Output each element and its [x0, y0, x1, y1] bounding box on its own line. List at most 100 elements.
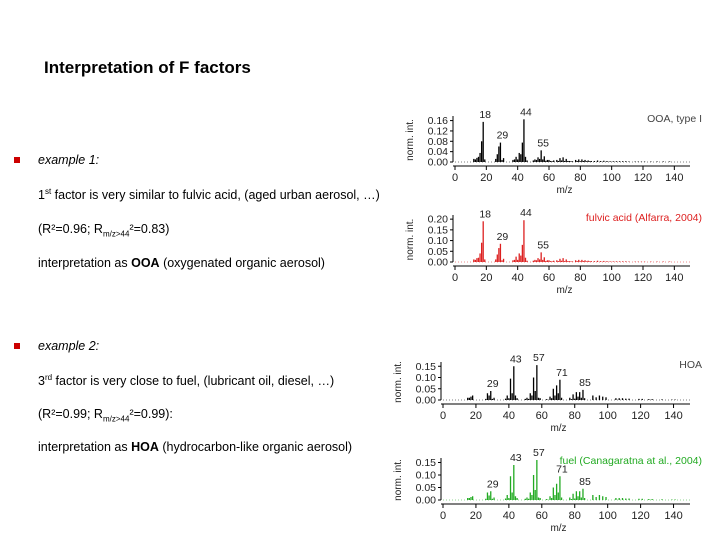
example2-label: example 2:	[38, 339, 100, 353]
example2-r-end: ²=0.99):	[129, 407, 173, 421]
chart2-x-tick-label: 80	[569, 410, 581, 422]
chart0-peak-label: 18	[479, 109, 491, 121]
chart2-y-tick-label: 0.15	[416, 361, 437, 373]
chart1-peak-label: 44	[520, 207, 532, 219]
chart1-y-tick-label: 0.20	[428, 214, 449, 226]
example2-r-line: (R²=0.99; Rm/z>44²=0.99):	[38, 407, 173, 424]
chart3-y-tick-label: 0.15	[416, 457, 437, 469]
chart0-x-tick-label: 120	[634, 172, 652, 184]
example2-interp-line: interpretation as HOA (hydrocarbon-like …	[38, 440, 352, 454]
example1-r-sub: m/z>44	[102, 229, 130, 239]
chart0-x-tick-label: 80	[574, 172, 586, 184]
example1-interp-post: (oxygenated organic aerosol)	[159, 256, 325, 270]
chart3-peak-label: 85	[579, 476, 591, 488]
chart1-x-tick-label: 20	[480, 272, 492, 284]
example2-factor-line: 3rd factor is very close to fuel, (lubri…	[38, 373, 334, 388]
example2-factor-num: 3	[38, 374, 45, 389]
example2-factor-sup: rd	[44, 373, 53, 382]
example1-label: example 1:	[38, 153, 100, 167]
chart0-y-tick-label: 0.00	[428, 157, 449, 169]
example1-interp-bold: OOA	[131, 256, 160, 270]
chart2-peak-label: 43	[510, 353, 522, 365]
chart3-y-tick-label: 0.00	[416, 495, 437, 507]
example2-r-sub: m/z>44	[102, 414, 130, 424]
chart2-y-axis-label: norm. int.	[393, 361, 404, 403]
chart3-y-tick-label: 0.10	[416, 470, 437, 482]
chart2-x-tick-label: 40	[503, 410, 515, 422]
example1-factor-line: 1st factor is very similar to fulvic aci…	[38, 187, 380, 202]
example2-factor-text: factor is very close to fuel, (lubricant…	[52, 374, 335, 389]
chart2-x-tick-label: 0	[440, 410, 446, 422]
chart0-y-axis-label: norm. int.	[405, 119, 416, 161]
chart1-peak-label: 55	[537, 239, 549, 251]
chart1-legend: fulvic acid (Alfarra, 2004)	[586, 212, 702, 224]
example1-factor-num: 1	[38, 188, 45, 203]
chart2-x-tick-label: 20	[470, 410, 482, 422]
chart0-peak-label: 55	[537, 137, 549, 149]
chart0-peak-label: 44	[520, 106, 532, 118]
chart1-x-tick-label: 140	[665, 272, 683, 284]
chart0-legend: OOA, type I	[647, 113, 702, 125]
chart3-x-tick-label: 60	[536, 510, 548, 522]
chart0-y-tick-label: 0.12	[428, 125, 449, 137]
chart1-y-axis-label: norm. int.	[405, 219, 416, 261]
example1-interp-pre: interpretation as	[38, 256, 132, 270]
example2-r-text: (R²=0.99; R	[38, 407, 103, 421]
chart2-legend: HOA	[679, 359, 702, 371]
chart2-y-tick-label: 0.10	[416, 372, 437, 384]
chart1-y-tick-label: 0.05	[428, 246, 449, 258]
chart3-x-tick-label: 0	[440, 510, 446, 522]
chart1-x-tick-label: 100	[602, 272, 620, 284]
example2-interp-pre: interpretation as	[38, 440, 132, 454]
chart3-x-tick-label: 100	[598, 510, 616, 522]
chart2-peak-label: 85	[579, 377, 591, 389]
chart1-x-tick-label: 120	[634, 272, 652, 284]
chart3-y-tick-label: 0.05	[416, 482, 437, 494]
chart3-x-axis-label: m/z	[550, 523, 566, 534]
chart0-peak-label: 29	[497, 130, 509, 142]
example1-r-line: (R²=0.96; Rm/z>44²=0.83)	[38, 222, 169, 239]
chart2-x-tick-label: 120	[631, 410, 649, 422]
chart3-peak-label: 71	[556, 463, 568, 475]
example1-r-text: (R²=0.96; R	[38, 222, 103, 236]
chart0-x-axis-label: m/z	[556, 185, 572, 196]
chart3-x-tick-label: 40	[503, 510, 515, 522]
example1-factor-sup: st	[44, 187, 52, 196]
bullet-2	[14, 343, 20, 349]
chart2-peak-label: 57	[533, 352, 545, 364]
chart2-y-tick-label: 0.00	[416, 395, 437, 407]
chart1-y-tick-label: 0.00	[428, 257, 449, 269]
chart1-x-tick-label: 0	[452, 272, 458, 284]
chart0-y-tick-label: 0.04	[428, 146, 449, 158]
chart1-x-tick-label: 60	[543, 272, 555, 284]
chart2-y-tick-label: 0.05	[416, 383, 437, 395]
chart3-x-tick-label: 120	[631, 510, 649, 522]
chart0-x-tick-label: 60	[543, 172, 555, 184]
chart1-y-tick-label: 0.10	[428, 235, 449, 247]
example1-factor-text: factor is very similar to fulvic acid, (…	[51, 188, 380, 203]
example1-r-end: ²=0.83)	[129, 222, 170, 236]
chart0-y-tick-label: 0.08	[428, 136, 449, 148]
chart0-x-tick-label: 20	[480, 172, 492, 184]
chart2-x-tick-label: 60	[536, 410, 548, 422]
chart1-y-tick-label: 0.15	[428, 224, 449, 236]
chart1-peak-label: 29	[497, 231, 509, 243]
chart0-x-tick-label: 100	[602, 172, 620, 184]
chart2-x-tick-label: 140	[664, 410, 682, 422]
chart0-x-tick-label: 40	[512, 172, 524, 184]
chart1-x-tick-label: 80	[574, 272, 586, 284]
chart2-peak-label: 71	[556, 367, 568, 379]
chart1-x-tick-label: 40	[512, 272, 524, 284]
chart3-x-tick-label: 80	[569, 510, 581, 522]
chart1-x-axis-label: m/z	[556, 285, 572, 296]
chart0-x-tick-label: 140	[665, 172, 683, 184]
chart3-x-tick-label: 20	[470, 510, 482, 522]
example2-interp-bold: HOA	[131, 440, 159, 454]
chart3-peak-label: 29	[487, 478, 499, 490]
chart3-peak-label: 57	[533, 447, 545, 459]
page-title: Interpretation of F factors	[44, 58, 251, 77]
chart3-x-tick-label: 140	[664, 510, 682, 522]
